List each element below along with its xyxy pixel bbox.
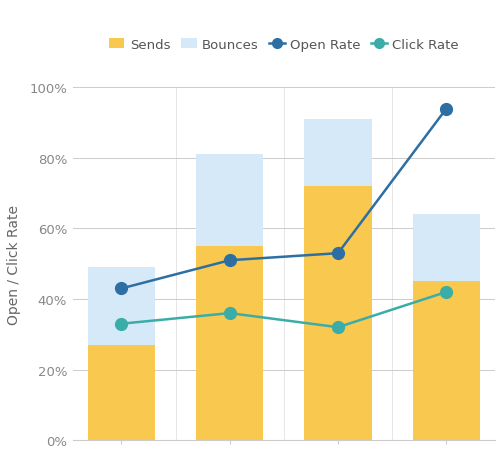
Bar [304,187,371,440]
Bar [196,247,263,440]
Legend: Sends, Bounces, Open Rate, Click Rate: Sends, Bounces, Open Rate, Click Rate [108,39,458,51]
Bar [88,268,155,345]
Y-axis label: Open / Click Rate: Open / Click Rate [7,204,21,324]
Bar [88,345,155,440]
Bar [412,215,479,282]
Bar [412,282,479,440]
Bar [196,155,263,247]
Bar [304,120,371,187]
